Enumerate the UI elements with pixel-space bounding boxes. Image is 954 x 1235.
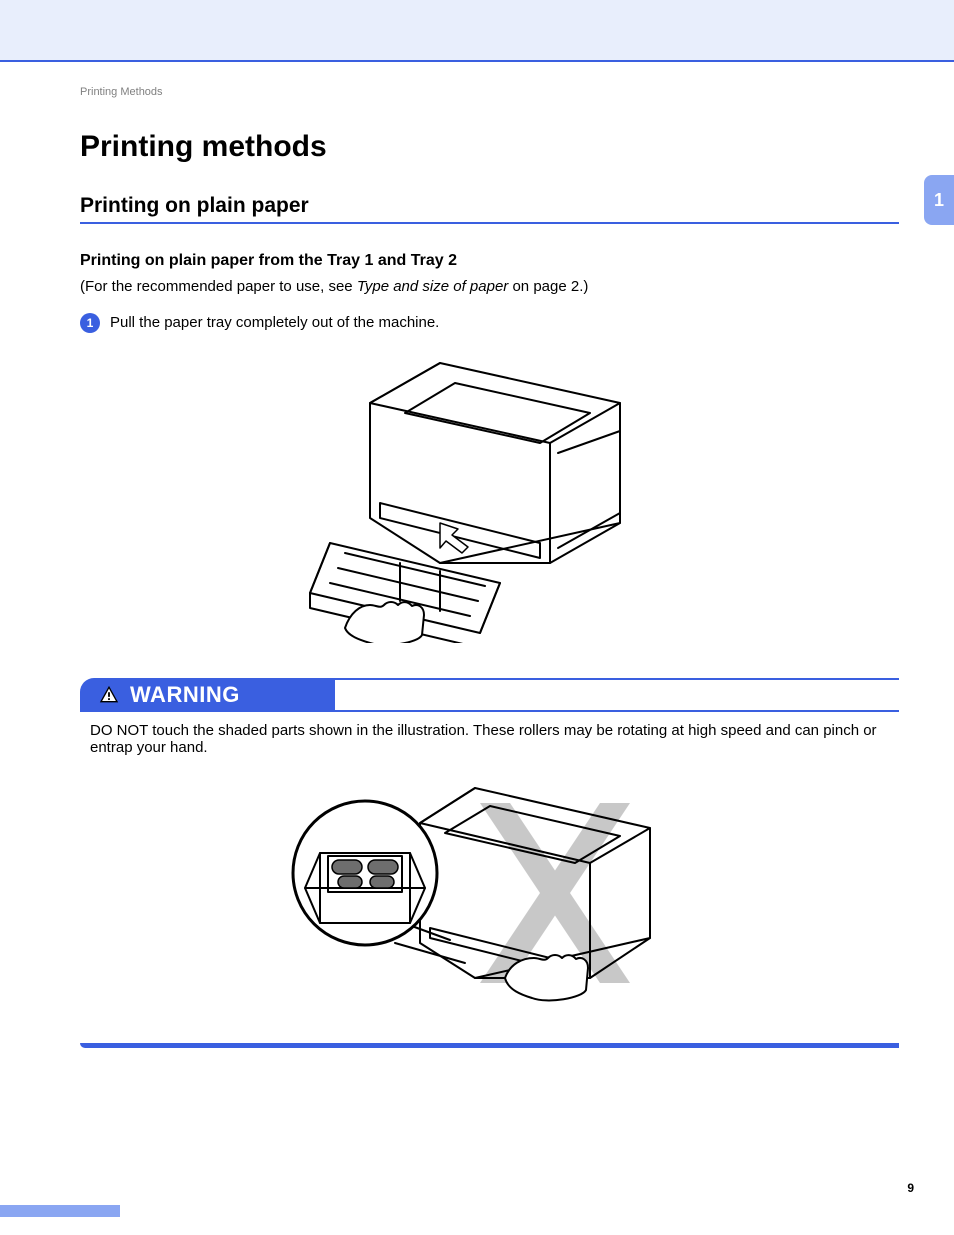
figure-1 xyxy=(80,343,899,643)
warning-label: WARNING xyxy=(130,682,240,708)
step-text: Pull the paper tray completely out of th… xyxy=(110,313,439,331)
top-rule xyxy=(0,60,954,62)
note-link[interactable]: Type and size of paper xyxy=(357,278,508,295)
printer-rollers-illustration xyxy=(290,768,690,1028)
chapter-tab: 1 xyxy=(924,175,954,225)
content: Printing methods Printing on plain paper… xyxy=(80,130,899,1048)
note-suffix: on page 2.) xyxy=(508,278,588,295)
step-number-icon: 1 xyxy=(80,313,100,333)
section-heading: Printing on plain paper xyxy=(80,194,899,224)
closing-rule xyxy=(80,1043,899,1048)
warning-text: DO NOT touch the shaded parts shown in t… xyxy=(90,722,899,756)
footer-tab xyxy=(0,1205,120,1217)
note-line: (For the recommended paper to use, see T… xyxy=(80,278,899,295)
printer-tray-illustration xyxy=(290,343,690,643)
warning-banner: WARNING xyxy=(80,678,899,712)
top-band xyxy=(0,0,954,60)
breadcrumb: Printing Methods xyxy=(80,86,163,98)
step-row: 1 Pull the paper tray completely out of … xyxy=(80,313,899,333)
page-title: Printing methods xyxy=(80,130,899,164)
page-number: 9 xyxy=(907,1181,914,1195)
note-prefix: (For the recommended paper to use, see xyxy=(80,278,357,295)
subsection-heading: Printing on plain paper from the Tray 1 … xyxy=(80,252,899,270)
warning-triangle-icon xyxy=(98,684,120,706)
figure-2 xyxy=(80,768,899,1028)
